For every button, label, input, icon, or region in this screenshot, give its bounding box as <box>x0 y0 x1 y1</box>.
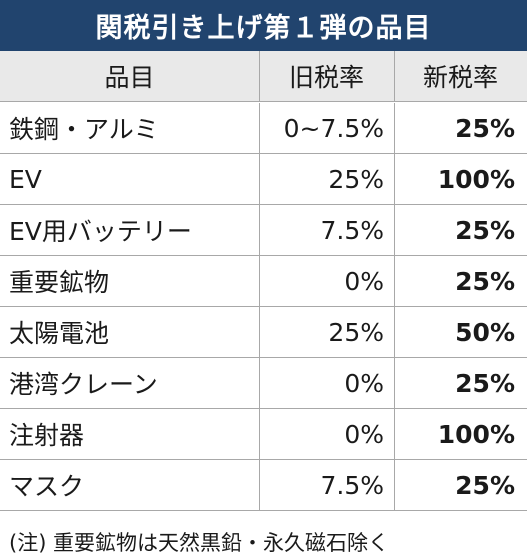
table-row: EV 25% 100% <box>0 154 527 205</box>
column-divider <box>394 256 395 306</box>
old-rate-cell: 7.5% <box>320 215 384 245</box>
table-title: 関税引き上げ第１弾の品目 <box>0 0 527 51</box>
column-divider <box>259 51 260 101</box>
old-rate-cell: 0% <box>344 419 384 449</box>
column-divider <box>259 460 260 510</box>
item-cell: EV <box>9 164 42 194</box>
column-divider <box>259 307 260 357</box>
column-header-new-rate: 新税率 <box>422 63 498 92</box>
new-rate-cell: 25% <box>455 266 515 296</box>
table-row: 重要鉱物 0% 25% <box>0 256 527 307</box>
column-divider <box>259 358 260 408</box>
column-divider <box>394 460 395 510</box>
old-rate-cell: 7.5% <box>320 470 384 500</box>
column-header-old-rate: 旧税率 <box>288 63 364 92</box>
column-divider <box>259 256 260 306</box>
column-divider <box>259 205 260 255</box>
new-rate-cell: 50% <box>455 317 515 347</box>
column-divider <box>394 358 395 408</box>
item-cell: 注射器 <box>9 421 85 450</box>
column-divider <box>394 307 395 357</box>
table-row: マスク 7.5% 25% <box>0 460 527 511</box>
column-divider <box>259 103 260 153</box>
table-row: EV用バッテリー 7.5% 25% <box>0 205 527 256</box>
new-rate-cell: 100% <box>437 419 515 449</box>
table-row: 注射器 0% 100% <box>0 409 527 460</box>
old-rate-cell: 0~7.5% <box>283 113 384 143</box>
column-divider <box>394 205 395 255</box>
table-row: 鉄鋼・アルミ 0~7.5% 25% <box>0 103 527 154</box>
new-rate-cell: 100% <box>437 164 515 194</box>
item-cell: 重要鉱物 <box>9 268 110 297</box>
item-cell: 港湾クレーン <box>9 370 158 399</box>
column-divider <box>394 51 395 101</box>
old-rate-cell: 0% <box>344 368 384 398</box>
column-divider <box>394 409 395 459</box>
old-rate-cell: 25% <box>328 317 384 347</box>
old-rate-cell: 0% <box>344 266 384 296</box>
new-rate-cell: 25% <box>455 215 515 245</box>
new-rate-cell: 25% <box>455 113 515 143</box>
column-divider <box>259 154 260 204</box>
column-divider <box>259 409 260 459</box>
column-divider <box>394 103 395 153</box>
item-cell: 太陽電池 <box>9 319 110 348</box>
table-row: 太陽電池 25% 50% <box>0 307 527 358</box>
table-header-row: 品目 旧税率 新税率 <box>0 51 527 102</box>
new-rate-cell: 25% <box>455 470 515 500</box>
table-row: 港湾クレーン 0% 25% <box>0 358 527 409</box>
column-header-item: 品目 <box>104 63 155 92</box>
item-cell: 鉄鋼・アルミ <box>9 115 159 144</box>
new-rate-cell: 25% <box>455 368 515 398</box>
column-divider <box>394 154 395 204</box>
footnote: (注) 重要鉱物は天然黒鉛・永久磁石除く <box>9 531 390 555</box>
item-cell: マスク <box>9 472 85 501</box>
old-rate-cell: 25% <box>328 164 384 194</box>
item-cell: EV用バッテリー <box>9 217 192 246</box>
